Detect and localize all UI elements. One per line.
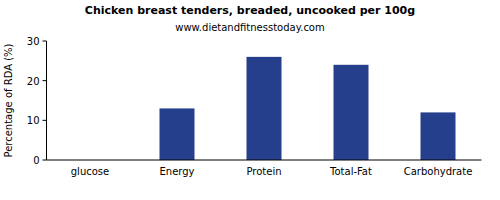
y-tick (43, 80, 47, 81)
y-tick-label: 30 (27, 36, 40, 47)
y-tick (43, 160, 47, 161)
bars (160, 57, 456, 160)
y-axis (46, 41, 47, 160)
y-tick-label: 0 (33, 155, 39, 166)
y-tick (43, 41, 47, 42)
x-axis (47, 160, 482, 161)
bar (334, 65, 369, 160)
subtitle: www.dietandfitnesstoday.com (175, 22, 324, 33)
y-tick (43, 120, 47, 121)
x-tick-label: Protein (246, 166, 281, 177)
x-tick-label: glucose (71, 166, 109, 177)
x-tick-label: Total-Fat (329, 166, 372, 177)
y-tick-label: 20 (27, 76, 40, 87)
chart: Chicken breast tenders, breaded, uncooke… (0, 0, 500, 200)
title: Chicken breast tenders, breaded, uncooke… (85, 4, 415, 17)
bar (247, 57, 282, 160)
y-tick-label: 10 (27, 115, 40, 126)
bar (421, 112, 456, 160)
bar (160, 108, 195, 160)
x-tick-label: Carbohydrate (404, 166, 473, 177)
y-axis-label: Percentage of RDA (%) (3, 43, 14, 157)
x-tick-label: Energy (159, 166, 194, 177)
